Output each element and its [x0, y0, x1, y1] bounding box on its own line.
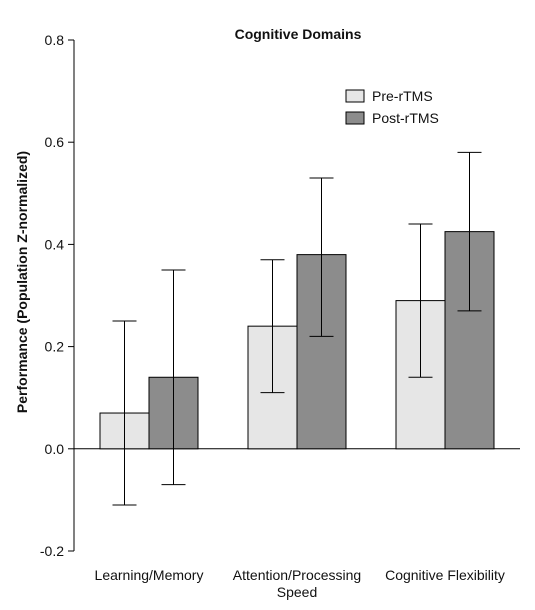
x-tick-label: Attention/Processing Speed [233, 567, 361, 600]
x-tick-label: Cognitive Flexibility [385, 567, 505, 583]
y-tick-label: 0.4 [45, 236, 65, 252]
y-tick-label: 0.6 [45, 134, 65, 150]
x-tick-label-line: Speed [277, 584, 317, 600]
y-tick-label: 0.0 [45, 441, 65, 457]
legend-label: Post-rTMS [372, 110, 439, 126]
x-tick-label-line: Learning/Memory [95, 567, 204, 583]
y-axis-label: Performance (Population Z-normalized) [14, 151, 30, 413]
legend-swatch [345, 89, 365, 103]
x-tick-label-line: Cognitive Flexibility [385, 567, 505, 583]
bars-group [99, 231, 495, 450]
legend: Pre-rTMS Post-rTMS [345, 88, 439, 126]
x-tick-label: Learning/Memory [95, 567, 204, 583]
x-axis-labels: Learning/Memory Attention/Processing Speed… [95, 567, 505, 600]
y-tick-label: 0.8 [45, 32, 65, 48]
legend-swatch [345, 111, 365, 125]
legend-label: Pre-rTMS [372, 88, 433, 104]
x-tick-label-line: Attention/Processing [233, 567, 361, 583]
chart-title: Cognitive Domains [235, 26, 362, 42]
y-tick-label: -0.2 [40, 543, 64, 559]
y-tick-label: 0.2 [45, 339, 65, 355]
y-axis: -0.2 0.0 0.2 0.4 0.6 0.8 [40, 32, 75, 559]
error-bars-group [112, 151, 482, 506]
